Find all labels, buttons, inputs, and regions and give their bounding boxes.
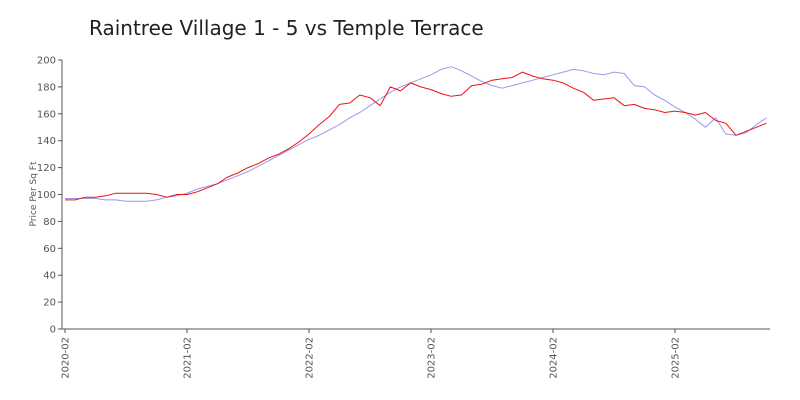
series-lines	[65, 66, 767, 202]
y-axis-ticks: 0 20 40 60 80 100 120 140 160 180 200	[37, 56, 62, 336]
y-tick-label: 20	[43, 298, 56, 309]
y-tick-label: 120	[37, 163, 56, 174]
y-tick-label: 0	[50, 325, 56, 336]
y-tick-label: 80	[43, 217, 56, 228]
x-axis-ticks: 2020-02 2021-02 2022-02 2023-02 2024-02 2025-…	[61, 329, 682, 379]
y-tick-label: 100	[37, 190, 56, 201]
x-tick-label: 2021-02	[183, 337, 194, 379]
y-axis-title: Price Per Sq Ft	[29, 161, 39, 226]
x-tick-label: 2023-02	[427, 337, 438, 379]
y-tick-label: 60	[43, 244, 56, 255]
series-line-1	[65, 66, 767, 202]
y-tick-label: 160	[37, 109, 56, 120]
series-line-0	[65, 71, 767, 201]
x-tick-label: 2022-02	[305, 337, 316, 379]
x-tick-label: 2025-02	[671, 337, 682, 379]
y-tick-label: 140	[37, 136, 56, 147]
y-tick-label: 200	[37, 56, 56, 67]
chart-title: Raintree Village 1 - 5 vs Temple Terrace	[89, 16, 484, 40]
y-tick-label: 40	[43, 271, 56, 282]
y-tick-label: 180	[37, 82, 56, 93]
x-tick-label: 2020-02	[61, 337, 72, 379]
axes	[61, 60, 770, 330]
x-tick-label: 2024-02	[549, 337, 560, 379]
